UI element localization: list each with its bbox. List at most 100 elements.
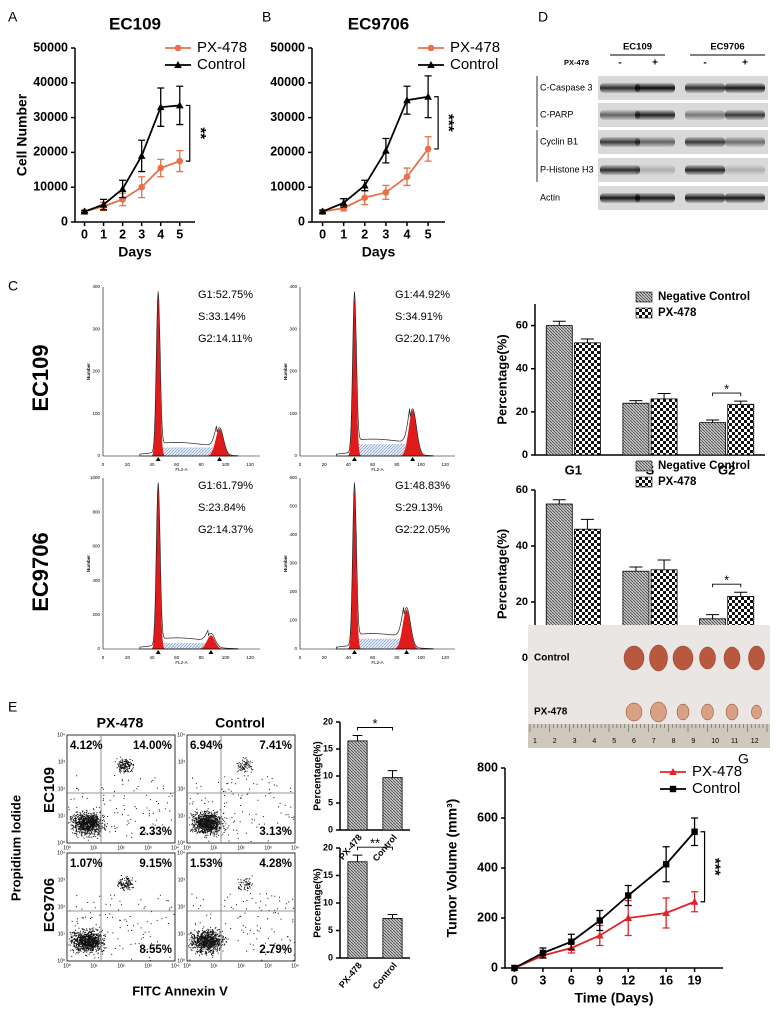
tumor: [751, 704, 762, 720]
marker: [662, 909, 670, 916]
band: [725, 165, 765, 175]
axis: [311, 48, 445, 223]
x-tick-label: 10⁴: [171, 963, 179, 969]
y-tick-label: 10⁰: [57, 958, 65, 964]
tumor: [623, 645, 645, 671]
marker: [427, 44, 435, 52]
ruler-number: 9: [691, 738, 695, 745]
x-tick-label: 5: [176, 227, 183, 241]
significance-bracket: [712, 583, 742, 588]
quadrant-percent: 3.13%: [259, 826, 292, 838]
error-bar: [734, 591, 748, 597]
quadrant-gate: [187, 735, 295, 843]
lane-label: +: [652, 58, 658, 69]
x-axis-label: FL2-A: [175, 660, 187, 665]
row-label: PX-478: [534, 707, 568, 718]
x-tick-label: PX-478: [337, 960, 364, 989]
chart-title: EC9706: [348, 14, 409, 33]
x-tick-label: 10¹: [90, 845, 98, 851]
x-tick-label: 1: [100, 227, 107, 241]
treatment-label: PX-478: [564, 58, 589, 67]
tumor: [699, 646, 716, 670]
cell-cycle-stat: G1:44.92%: [395, 289, 450, 301]
x-tick-label: 0: [102, 462, 105, 467]
x-tick-label: 0: [511, 973, 518, 987]
y-tick-label: 10⁴: [177, 732, 185, 738]
marker: [118, 184, 127, 192]
y-tick-label: 20: [516, 406, 528, 418]
axis: [504, 768, 723, 969]
bar: [727, 403, 755, 456]
marker: [361, 194, 369, 201]
band: [685, 165, 725, 175]
x-tick-label: 80: [199, 462, 205, 467]
peak-marker: [155, 457, 161, 461]
cell-cycle-stat: G2:14.37%: [198, 524, 253, 536]
x-tick-label: 100: [417, 655, 425, 660]
marker: [690, 897, 699, 905]
y-axis-label: Percentage(%): [494, 529, 509, 619]
y-tick-label: 0: [97, 453, 100, 458]
axis: [102, 287, 260, 457]
row-label: Control: [534, 653, 570, 664]
x-tick-label: 10⁰: [183, 845, 191, 851]
legend-label: PX-478: [692, 763, 742, 780]
y-tick-label: 15: [323, 743, 333, 753]
y-tick-label: 60: [516, 484, 528, 496]
y-tick-label: 100: [289, 618, 297, 623]
s-phase: [353, 444, 413, 456]
y-tick-label: 10: [323, 897, 333, 907]
legend-label: PX-478: [450, 39, 500, 56]
x-tick-label: 10²: [237, 845, 245, 851]
panel-letter: C: [8, 278, 18, 294]
y-tick-label: 10³: [58, 759, 66, 765]
error-bar: [629, 400, 643, 404]
y-tick-label: 60: [516, 319, 528, 331]
x-tick-label: 0: [102, 655, 105, 660]
ruler-number: 11: [731, 738, 738, 745]
y-tick-label: 300: [92, 326, 100, 331]
y-tick-label: 40: [516, 540, 528, 552]
x-axis-label: FL2-A: [175, 467, 187, 472]
x-tick-label: 2: [119, 227, 126, 241]
marker: [424, 145, 432, 153]
marker: [382, 189, 390, 196]
error-bar: [657, 559, 671, 570]
axis: [299, 478, 455, 650]
ruler-number: 2: [553, 738, 557, 745]
quadrant-percent: 1.53%: [190, 858, 223, 870]
column-header: Control: [215, 715, 265, 731]
y-tick-label: 400: [92, 284, 100, 289]
cell-cycle-stat: G2:22.05%: [395, 524, 450, 536]
y-tick-label: 10³: [178, 877, 186, 883]
error-bar: [706, 419, 720, 423]
blot-row-label: P-Histone H3: [540, 164, 594, 174]
significance-label: ***: [440, 114, 457, 132]
tumor: [723, 646, 741, 670]
error-bar: [387, 770, 398, 778]
y-tick-label: 5: [328, 925, 333, 935]
x-tick-label: 3: [138, 227, 145, 241]
ruler-number: 5: [612, 738, 616, 745]
y-axis-label: Tumor Volume (mm³): [444, 799, 460, 938]
tumor: [672, 645, 694, 671]
x-tick-label: Control: [371, 960, 399, 991]
cell-cycle-stat: G1:48.83%: [395, 480, 450, 492]
x-tick-label: 80: [199, 655, 205, 660]
bar: [573, 342, 601, 456]
x-axis-label: FITC Annexin V: [132, 983, 228, 998]
x-tick-label: 0: [299, 655, 302, 660]
y-tick-label: 800: [477, 760, 498, 774]
histogram-outline: [335, 291, 434, 457]
lane-label: -: [618, 58, 621, 69]
x-tick-label: 60: [370, 462, 376, 467]
y-tick-label: 10⁴: [177, 850, 185, 856]
s-phase: [156, 643, 211, 649]
row-label: EC109: [41, 767, 58, 813]
g1-peak: [149, 486, 167, 649]
panel-letter: B: [262, 9, 271, 25]
x-tick-label: 40: [346, 462, 352, 467]
tumor: [625, 702, 643, 722]
y-tick-label: 40000: [33, 75, 68, 89]
x-tick-label: 60: [370, 655, 376, 660]
